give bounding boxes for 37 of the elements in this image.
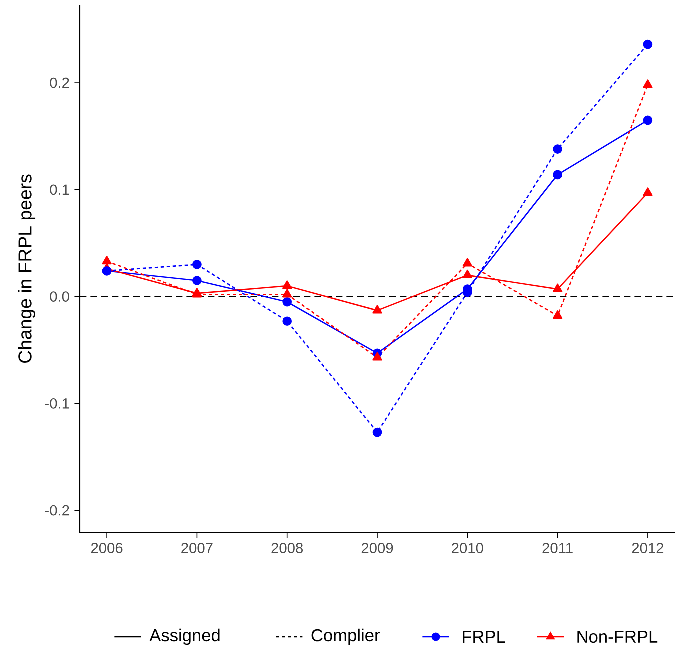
- point: [553, 144, 562, 154]
- text: Complier: [312, 628, 380, 646]
- x-tick-label: 2011: [542, 543, 573, 554]
- point: [643, 116, 653, 126]
- legend-label: FRPL: [463, 631, 506, 643]
- y-tick-label: -0.1: [45, 398, 70, 409]
- point: [552, 310, 563, 320]
- point: [643, 80, 653, 88]
- point: [282, 280, 292, 290]
- point: [643, 188, 653, 196]
- point: [552, 284, 563, 292]
- y-tick-label: 0.2: [50, 78, 70, 88]
- point: [462, 270, 472, 278]
- point: [372, 305, 382, 314]
- point: [282, 297, 292, 307]
- point: [102, 256, 112, 265]
- y-tick-label: 0.1: [50, 184, 70, 196]
- y-tick-label: -0.2: [45, 505, 70, 516]
- point: [192, 276, 202, 286]
- x-tick-label: 2012: [632, 543, 664, 554]
- point: [282, 289, 292, 298]
- point: [372, 428, 382, 438]
- legend-label: Non-FRPL: [578, 630, 658, 644]
- point: [372, 352, 382, 361]
- y-tick-label: 0.0: [50, 292, 70, 302]
- x-tick-label: 2009: [362, 543, 394, 554]
- point: [462, 258, 472, 267]
- x-tick-label: 2008: [272, 543, 304, 554]
- point: [643, 40, 653, 50]
- point: [192, 260, 202, 270]
- point: [553, 170, 562, 180]
- point: [282, 316, 292, 326]
- y-axis-title: Change in FRPL peers: [18, 174, 36, 363]
- x-tick-label: 2007: [182, 543, 213, 554]
- x-tick-label: 2010: [452, 543, 484, 554]
- x-tick-label: 2006: [91, 543, 123, 554]
- text: Assigned: [150, 628, 220, 646]
